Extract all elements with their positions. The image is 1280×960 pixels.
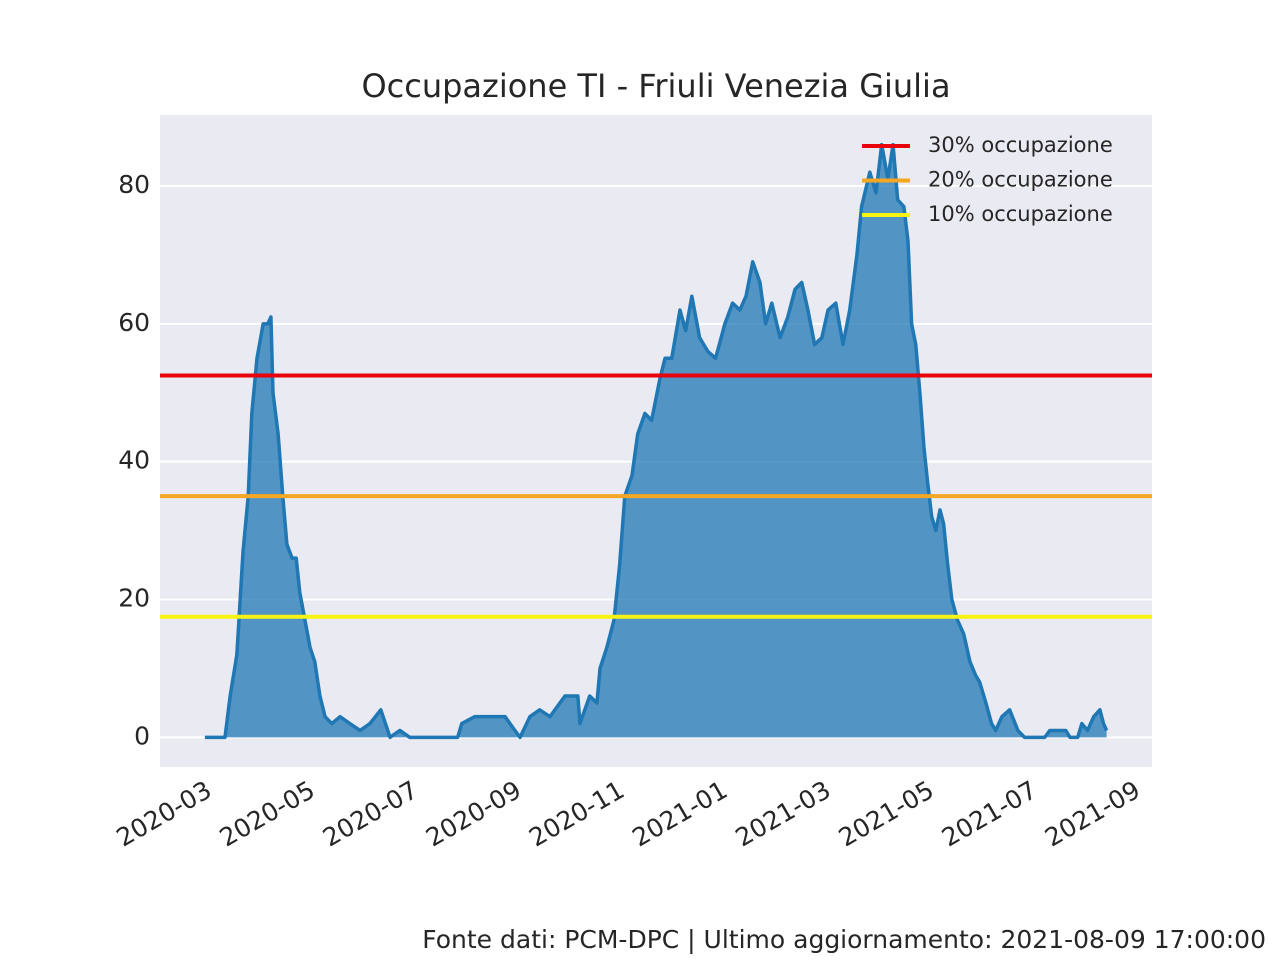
x-tick-label: 2020-11 (524, 775, 629, 852)
x-tick-label: 2021-03 (731, 775, 836, 852)
y-tick-label: 40 (118, 446, 150, 475)
y-tick-label: 0 (134, 721, 150, 750)
legend-label: 10% occupazione (928, 202, 1113, 226)
x-tick-label: 2020-07 (318, 775, 423, 852)
legend-label: 20% occupazione (928, 168, 1113, 192)
x-tick-label: 2020-03 (112, 775, 217, 852)
area-line (204, 142, 1109, 740)
y-tick-label: 60 (118, 308, 150, 337)
x-tick-label: 2021-01 (627, 775, 732, 852)
chart-title: Occupazione TI - Friuli Venezia Giulia (361, 67, 950, 105)
x-tick-label: 2020-09 (421, 775, 526, 852)
y-tick-label: 20 (118, 584, 150, 613)
source-note: Fonte dati: PCM-DPC | Ultimo aggiornamen… (422, 925, 1266, 954)
x-tick-label: 2021-07 (937, 775, 1042, 852)
legend-label: 30% occupazione (928, 133, 1113, 157)
x-tick-label: 2020-05 (215, 775, 320, 852)
y-tick-label: 80 (118, 170, 150, 199)
x-tick-label: 2021-05 (834, 775, 939, 852)
area-fill (204, 144, 1107, 738)
x-tick-label: 2021-09 (1040, 775, 1145, 852)
